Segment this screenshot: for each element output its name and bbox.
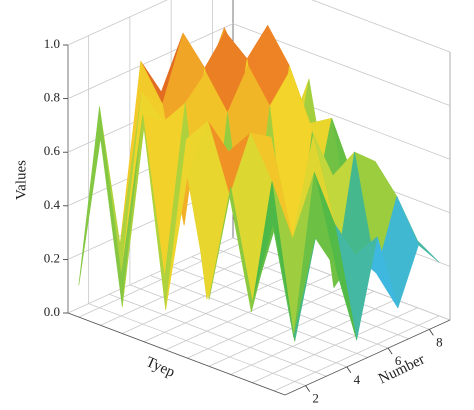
z-tick-label: 0.8 [44, 90, 60, 105]
grid-line [150, 275, 368, 358]
surface-cell [252, 225, 296, 342]
tick-mark [429, 329, 434, 336]
z-tick-label: 0.6 [44, 143, 61, 158]
z-tick-label: 0.0 [44, 304, 60, 319]
axis-line [284, 319, 451, 396]
grid-line [67, 23, 234, 99]
grid-line [88, 303, 306, 386]
z-tick-label: 1.0 [44, 36, 60, 51]
grid-line [311, 0, 451, 53]
y-tick-label: 2 [312, 391, 319, 406]
y-tick-label: 6 [395, 353, 402, 368]
y-tick-label: 8 [436, 334, 443, 349]
z-tick-label: 0.4 [44, 197, 61, 212]
grid-line [129, 284, 348, 368]
grid-line [67, 0, 168, 46]
grid-line [109, 293, 327, 377]
y-axis-label: Number [376, 352, 427, 388]
surface-cell [78, 106, 122, 286]
tick-mark [305, 385, 310, 392]
z-axis-label: Values [13, 160, 29, 200]
z-tick-label: 0.2 [44, 250, 60, 265]
tick-mark [387, 347, 393, 355]
x-axis-label: Tyep [143, 354, 177, 381]
tick-mark [346, 366, 352, 374]
axis-line [67, 312, 286, 396]
y-tick-label: 4 [354, 372, 361, 387]
